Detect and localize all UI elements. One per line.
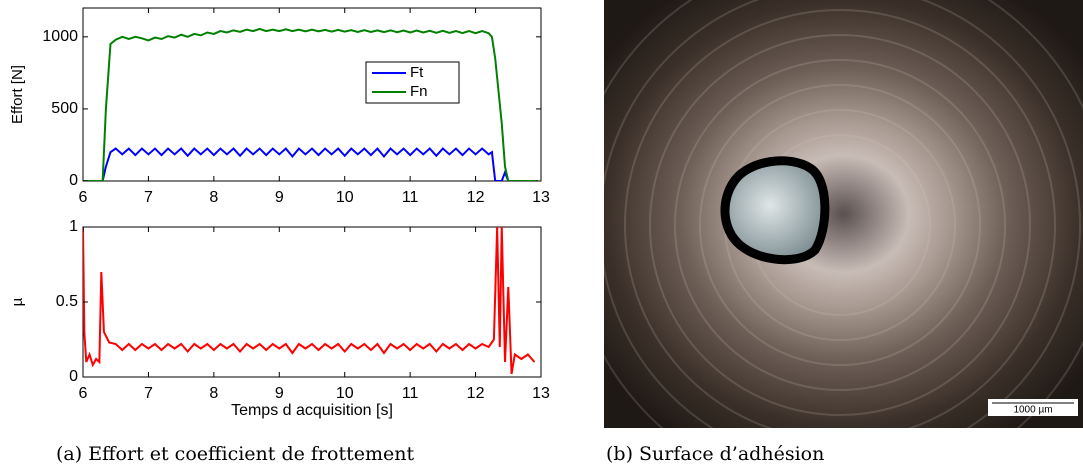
legend-label: Fn (410, 83, 428, 100)
x-tick-label: 10 (336, 385, 354, 402)
y-tick-label: 0 (69, 172, 78, 189)
x-tick-label: 9 (275, 385, 284, 402)
y-tick-label: 0 (69, 368, 78, 385)
y-axis-label: µ (9, 297, 26, 306)
x-tick-label: 6 (79, 189, 88, 206)
x-tick-label: 8 (209, 385, 218, 402)
y-tick-label: 1 (69, 218, 78, 235)
data-line (83, 226, 536, 375)
x-tick-label: 9 (275, 189, 284, 206)
y-tick-label: 500 (51, 100, 78, 117)
plot-area (82, 226, 542, 378)
x-tick-label: 12 (467, 385, 485, 402)
x-tick-label: 11 (402, 385, 419, 402)
data-line (83, 147, 538, 181)
x-tick-label: 7 (144, 385, 153, 402)
x-axis-label: Temps d acquisition [s] (231, 402, 393, 419)
micrograph: 1000 µm (604, 0, 1083, 428)
x-tick-label: 8 (209, 189, 218, 206)
x-tick-label: 7 (144, 189, 153, 206)
x-tick-label: 13 (532, 385, 550, 402)
x-tick-label: 6 (79, 385, 88, 402)
scale-label: 1000 µm (1013, 405, 1052, 416)
legend-box (365, 61, 460, 104)
x-tick-label: 11 (402, 189, 419, 206)
x-tick-label: 10 (336, 189, 354, 206)
y-axis-label: Effort [N] (9, 65, 26, 124)
photo-background (604, 0, 1083, 428)
data-line (83, 27, 538, 181)
y-tick-label: 0.5 (56, 293, 78, 310)
x-tick-label: 13 (532, 189, 550, 206)
caption: (a) Effort et coefficient de frottement (56, 443, 414, 465)
adhesion-contour (720, 156, 830, 265)
y-tick-label: 1000 (42, 28, 78, 45)
x-tick-label: 12 (467, 189, 485, 206)
caption: (b) Surface d’adhésion (606, 443, 824, 465)
plot-area (82, 7, 542, 182)
legend-label: Ft (410, 64, 424, 81)
